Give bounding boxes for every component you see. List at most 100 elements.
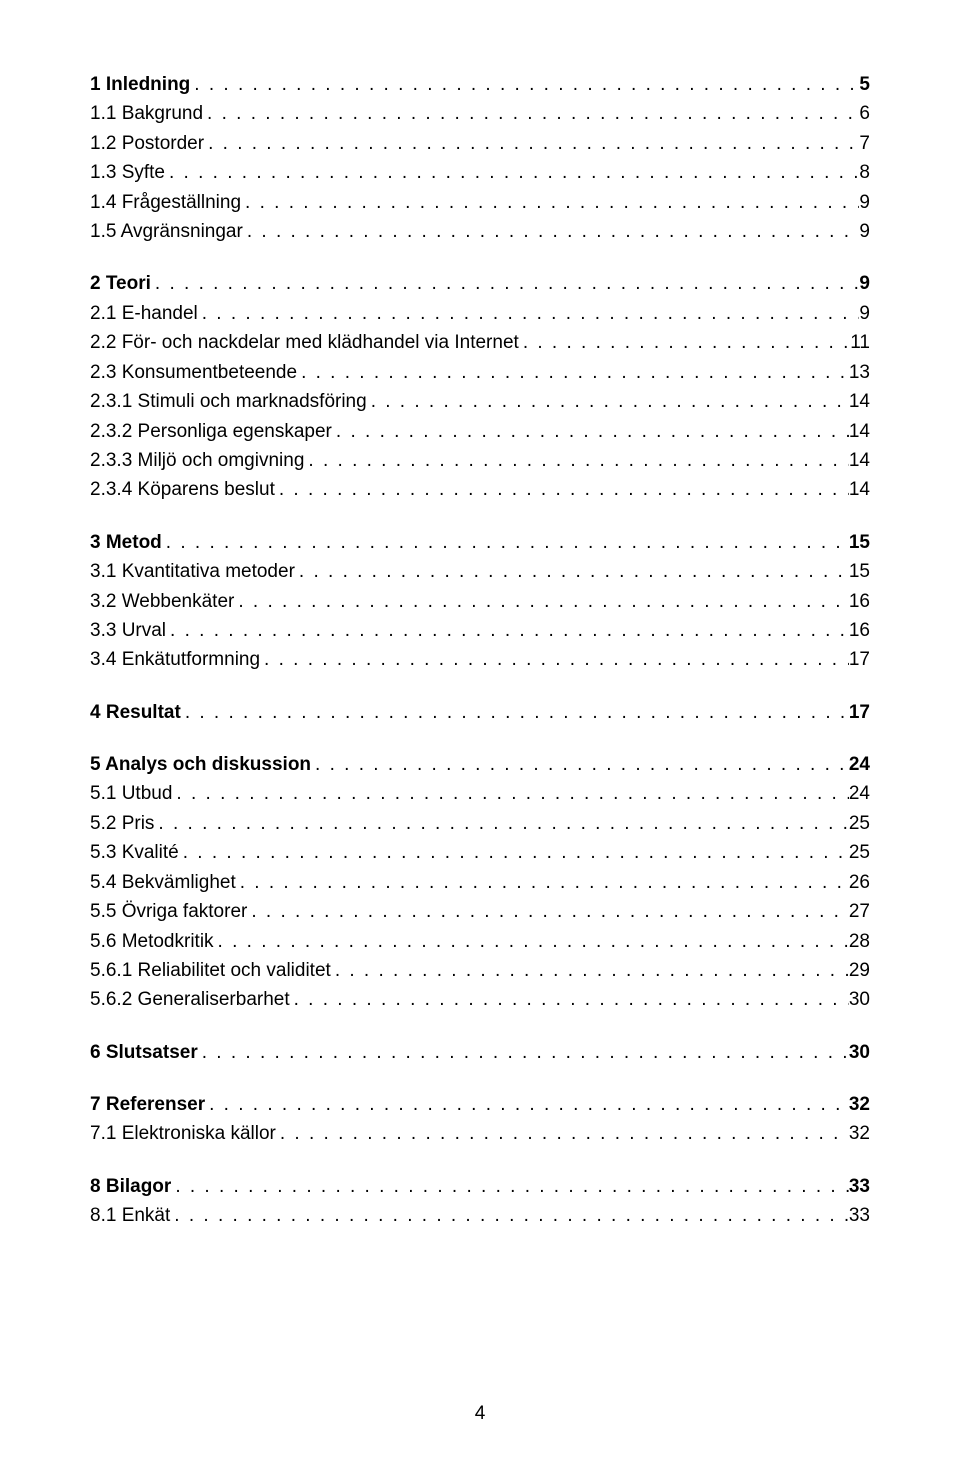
toc-leader-dots: . . . . . . . . . . . . . . . . . . . . … bbox=[331, 956, 849, 985]
toc-entry-page: 17 bbox=[849, 698, 870, 727]
toc-entry-title: 5.1 Utbud bbox=[90, 779, 172, 808]
toc-entry-page: 14 bbox=[849, 446, 870, 475]
toc-entry-page: 29 bbox=[849, 956, 870, 985]
toc-entry-title: 5.6.1 Reliabilitet och validitet bbox=[90, 956, 331, 985]
toc-leader-dots: . . . . . . . . . . . . . . . . . . . . … bbox=[170, 1201, 849, 1230]
toc-entry-page: 24 bbox=[849, 779, 870, 808]
toc-entry-title: 7 Referenser bbox=[90, 1090, 205, 1119]
toc-entry-page: 7 bbox=[859, 129, 870, 158]
toc-leader-dots: . . . . . . . . . . . . . . . . . . . . … bbox=[190, 70, 859, 99]
toc-entry-title: 8.1 Enkät bbox=[90, 1201, 170, 1230]
toc-entry: 5 Analys och diskussion . . . . . . . . … bbox=[90, 750, 870, 779]
toc-entry: 1.3 Syfte . . . . . . . . . . . . . . . … bbox=[90, 158, 870, 187]
toc-entry: 1.2 Postorder . . . . . . . . . . . . . … bbox=[90, 129, 870, 158]
toc-entry-page: 24 bbox=[849, 750, 870, 779]
toc-entry: 1.5 Avgränsningar . . . . . . . . . . . … bbox=[90, 217, 870, 246]
toc-entry-page: 16 bbox=[849, 616, 870, 645]
toc-entry-title: 1.4 Frågeställning bbox=[90, 188, 241, 217]
toc-leader-dots: . . . . . . . . . . . . . . . . . . . . … bbox=[165, 158, 859, 187]
toc-entry-title: 3.4 Enkätutformning bbox=[90, 645, 260, 674]
toc-leader-dots: . . . . . . . . . . . . . . . . . . . . … bbox=[311, 750, 849, 779]
toc-entry: 5.2 Pris . . . . . . . . . . . . . . . .… bbox=[90, 809, 870, 838]
toc-entry: 1 Inledning . . . . . . . . . . . . . . … bbox=[90, 70, 870, 99]
toc-entry: 2.3 Konsumentbeteende . . . . . . . . . … bbox=[90, 358, 870, 387]
toc-entry-page: 15 bbox=[849, 557, 870, 586]
toc-entry: 1.1 Bakgrund . . . . . . . . . . . . . .… bbox=[90, 99, 870, 128]
toc-leader-dots: . . . . . . . . . . . . . . . . . . . . … bbox=[214, 927, 849, 956]
toc-leader-dots: . . . . . . . . . . . . . . . . . . . . … bbox=[241, 188, 859, 217]
toc-entry-title: 1.5 Avgränsningar bbox=[90, 217, 243, 246]
toc-entry: 3 Metod . . . . . . . . . . . . . . . . … bbox=[90, 528, 870, 557]
toc-entry-title: 8 Bilagor bbox=[90, 1172, 171, 1201]
toc-entry-page: 8 bbox=[859, 158, 870, 187]
toc-leader-dots: . . . . . . . . . . . . . . . . . . . . … bbox=[260, 645, 849, 674]
toc-entry-title: 1.2 Postorder bbox=[90, 129, 204, 158]
toc-entry-title: 2.3.4 Köparens beslut bbox=[90, 475, 275, 504]
toc-entry-title: 2.1 E-handel bbox=[90, 299, 198, 328]
toc-entry-title: 5 Analys och diskussion bbox=[90, 750, 311, 779]
toc-entry-page: 28 bbox=[849, 927, 870, 956]
toc-entry-title: 6 Slutsatser bbox=[90, 1038, 198, 1067]
toc-entry-title: 7.1 Elektroniska källor bbox=[90, 1119, 276, 1148]
toc-leader-dots: . . . . . . . . . . . . . . . . . . . . … bbox=[304, 446, 848, 475]
toc-entry-page: 15 bbox=[849, 528, 870, 557]
toc-leader-dots: . . . . . . . . . . . . . . . . . . . . … bbox=[276, 1119, 849, 1148]
toc-leader-dots: . . . . . . . . . . . . . . . . . . . . … bbox=[162, 528, 849, 557]
toc-entry: 4 Resultat . . . . . . . . . . . . . . .… bbox=[90, 698, 870, 727]
toc-entry-title: 4 Resultat bbox=[90, 698, 181, 727]
toc-entry-page: 9 bbox=[859, 188, 870, 217]
toc-entry: 2.3.1 Stimuli och marknadsföring . . . .… bbox=[90, 387, 870, 416]
toc-blank-line bbox=[90, 505, 870, 528]
toc-entry-page: 11 bbox=[850, 328, 870, 357]
toc-entry: 5.1 Utbud . . . . . . . . . . . . . . . … bbox=[90, 779, 870, 808]
toc-entry-page: 14 bbox=[849, 475, 870, 504]
toc-entry-page: 33 bbox=[849, 1201, 870, 1230]
toc-entry-page: 17 bbox=[849, 645, 870, 674]
toc-blank-line bbox=[90, 675, 870, 698]
toc-entry-title: 2.3.2 Personliga egenskaper bbox=[90, 417, 332, 446]
toc-entry-page: 25 bbox=[849, 809, 870, 838]
toc-entry: 2.1 E-handel . . . . . . . . . . . . . .… bbox=[90, 299, 870, 328]
toc-leader-dots: . . . . . . . . . . . . . . . . . . . . … bbox=[171, 1172, 849, 1201]
toc-entry-page: 32 bbox=[849, 1090, 870, 1119]
toc-entry-page: 25 bbox=[849, 838, 870, 867]
toc-entry-title: 3.1 Kvantitativa metoder bbox=[90, 557, 295, 586]
toc-entry-page: 5 bbox=[859, 70, 870, 99]
toc-leader-dots: . . . . . . . . . . . . . . . . . . . . … bbox=[297, 358, 849, 387]
toc-entry: 5.6.1 Reliabilitet och validitet . . . .… bbox=[90, 956, 870, 985]
toc-entry-title: 5.3 Kvalité bbox=[90, 838, 179, 867]
toc-entry: 3.2 Webbenkäter . . . . . . . . . . . . … bbox=[90, 587, 870, 616]
toc-entry-title: 5.2 Pris bbox=[90, 809, 154, 838]
page-footer-number: 4 bbox=[0, 1403, 960, 1425]
toc-entry-title: 3.3 Urval bbox=[90, 616, 166, 645]
toc-entry-title: 2.3.1 Stimuli och marknadsföring bbox=[90, 387, 367, 416]
toc-blank-line bbox=[90, 1015, 870, 1038]
toc-entry-page: 30 bbox=[849, 985, 870, 1014]
toc-leader-dots: . . . . . . . . . . . . . . . . . . . . … bbox=[243, 217, 860, 246]
toc-leader-dots: . . . . . . . . . . . . . . . . . . . . … bbox=[234, 587, 849, 616]
toc-entry-page: 32 bbox=[849, 1119, 870, 1148]
toc-entry: 5.6.2 Generaliserbarhet . . . . . . . . … bbox=[90, 985, 870, 1014]
toc-leader-dots: . . . . . . . . . . . . . . . . . . . . … bbox=[172, 779, 848, 808]
toc-entry: 3.3 Urval . . . . . . . . . . . . . . . … bbox=[90, 616, 870, 645]
toc-leader-dots: . . . . . . . . . . . . . . . . . . . . … bbox=[367, 387, 849, 416]
toc-entry-title: 1.3 Syfte bbox=[90, 158, 165, 187]
toc-entry: 1.4 Frågeställning . . . . . . . . . . .… bbox=[90, 188, 870, 217]
toc-entry-page: 26 bbox=[849, 868, 870, 897]
toc-entry: 8.1 Enkät . . . . . . . . . . . . . . . … bbox=[90, 1201, 870, 1230]
toc-leader-dots: . . . . . . . . . . . . . . . . . . . . … bbox=[247, 897, 849, 926]
toc-leader-dots: . . . . . . . . . . . . . . . . . . . . … bbox=[205, 1090, 849, 1119]
toc-entry-page: 14 bbox=[849, 387, 870, 416]
toc-entry-title: 5.6 Metodkritik bbox=[90, 927, 214, 956]
toc-entry-title: 2.3.3 Miljö och omgivning bbox=[90, 446, 304, 475]
toc-entry-title: 1.1 Bakgrund bbox=[90, 99, 203, 128]
toc-leader-dots: . . . . . . . . . . . . . . . . . . . . … bbox=[332, 417, 849, 446]
toc-leader-dots: . . . . . . . . . . . . . . . . . . . . … bbox=[166, 616, 849, 645]
toc-leader-dots: . . . . . . . . . . . . . . . . . . . . … bbox=[203, 99, 859, 128]
toc-leader-dots: . . . . . . . . . . . . . . . . . . . . … bbox=[179, 838, 849, 867]
toc-entry: 2.3.3 Miljö och omgivning . . . . . . . … bbox=[90, 446, 870, 475]
toc-entry: 5.6 Metodkritik . . . . . . . . . . . . … bbox=[90, 927, 870, 956]
toc-entry-page: 16 bbox=[849, 587, 870, 616]
toc-entry-page: 13 bbox=[849, 358, 870, 387]
toc-entry: 2.3.2 Personliga egenskaper . . . . . . … bbox=[90, 417, 870, 446]
